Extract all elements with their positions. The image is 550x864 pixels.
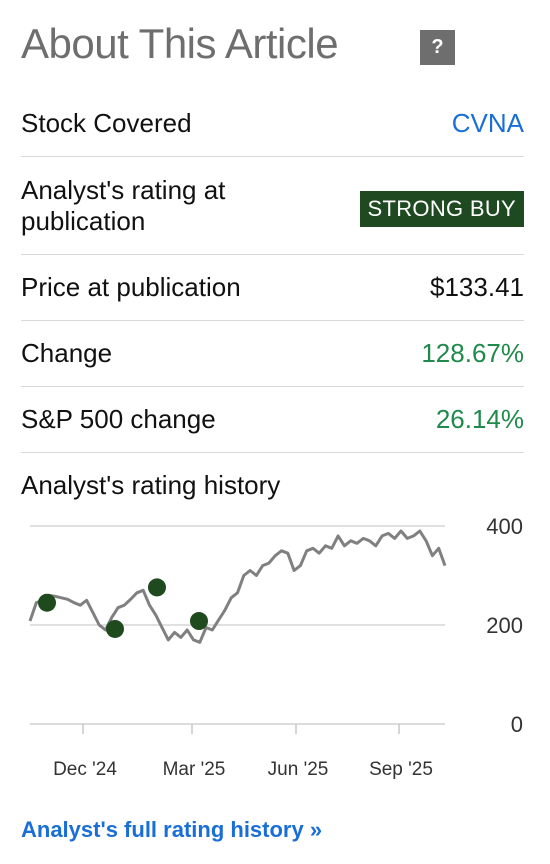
- y-tick-label: 0: [511, 712, 523, 737]
- change-label: Change: [21, 338, 113, 368]
- rating-badge: STRONG BUY: [359, 191, 524, 227]
- x-tick-label: Jun '25: [268, 759, 329, 780]
- sp500-row: S&P 500 change 26.14%: [21, 387, 524, 453]
- help-icon[interactable]: ?: [420, 30, 455, 65]
- x-tick-label: Mar '25: [163, 759, 226, 780]
- change-row: Change 128.67%: [21, 321, 524, 387]
- rating-marker: [190, 612, 208, 631]
- full-rating-history-link[interactable]: Analyst's full rating history »: [21, 817, 323, 842]
- title-row: About This Article ?: [21, 18, 525, 74]
- sp500-value: 26.14%: [435, 404, 524, 434]
- rating-history-chart: 400 200 0 Dec '24 Mar '25 Jun '25 Sep '25: [28, 514, 523, 780]
- y-tick-label: 400: [486, 514, 523, 539]
- stock-covered-label: Stock Covered: [21, 108, 192, 138]
- y-tick-label: 200: [486, 613, 523, 638]
- rating-marker: [38, 593, 56, 612]
- stock-covered-row: Stock Covered CVNA: [21, 92, 524, 157]
- stock-ticker-link[interactable]: CVNA: [451, 108, 524, 138]
- price-line: [28, 529, 447, 644]
- rating-row: Analyst's rating at publication STRONG B…: [21, 157, 524, 255]
- sp500-label: S&P 500 change: [21, 404, 216, 434]
- page-title: About This Article: [21, 20, 339, 67]
- rating-marker: [106, 619, 124, 638]
- rating-marker: [148, 578, 166, 597]
- price-value: $133.41: [430, 272, 524, 302]
- price-row: Price at publication $133.41: [21, 255, 524, 321]
- x-tick-label: Dec '24: [53, 759, 117, 780]
- rating-label: Analyst's rating at publication: [21, 175, 226, 236]
- rating-history-title: Analyst's rating history: [21, 470, 281, 500]
- x-tick-label: Sep '25: [369, 759, 433, 780]
- change-value: 128.67%: [421, 338, 524, 368]
- price-label: Price at publication: [21, 272, 241, 302]
